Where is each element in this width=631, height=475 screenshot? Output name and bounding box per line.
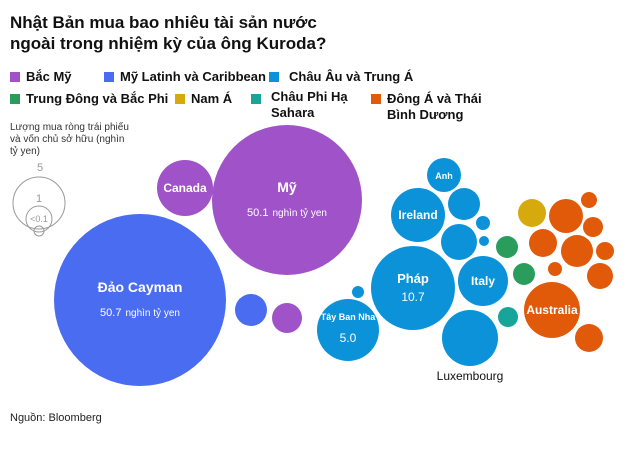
bubble <box>575 324 603 352</box>
bubble <box>587 263 613 289</box>
size-legend-title: Lượng mua ròng trái phiếu và vốn chủ sở … <box>10 122 129 157</box>
bubble-label: Mỹ <box>277 179 297 195</box>
size-legend-circle <box>25 205 53 233</box>
legend-label: Châu Phi Hạ Sahara <box>271 89 348 120</box>
bubble-australia <box>524 282 580 338</box>
bubble-value: 50.7 nghìn tỷ yen <box>100 307 180 319</box>
bubble <box>581 192 597 208</box>
size-legend-label: 5 <box>37 162 43 174</box>
bubble-label: Australia <box>526 303 578 317</box>
legend-label: Bắc Mỹ <box>26 69 72 84</box>
legend-label: Đông Á và Thái Bình Dương <box>387 91 482 122</box>
legend-label: Châu Âu và Trung Á <box>289 69 414 84</box>
bubble-label: Đảo Cayman <box>98 279 183 295</box>
bubble <box>561 235 593 267</box>
bubble-label: Canada <box>163 181 207 195</box>
bubble <box>272 303 302 333</box>
legend-europe: Châu Âu và Trung Á <box>269 69 413 85</box>
bubble-tây-ban-nha <box>317 299 379 361</box>
legend-africa: Châu Phi Hạ Sahara <box>251 89 361 121</box>
bubble <box>518 199 546 227</box>
bubble <box>496 236 518 258</box>
bubble-label: Italy <box>471 274 495 288</box>
bubble <box>596 242 614 260</box>
bubble <box>529 229 557 257</box>
bubble <box>548 262 562 276</box>
bubble-ireland <box>391 188 445 242</box>
legend-swatch <box>10 72 20 82</box>
legend-swatch <box>371 94 381 104</box>
bubble-label: Luxembourg <box>437 369 504 383</box>
bubble-mỹ <box>212 125 362 275</box>
legend-south-asia: Nam Á <box>175 91 232 107</box>
bubble <box>235 294 267 326</box>
bubble <box>513 263 535 285</box>
bubble-label: Pháp <box>397 271 429 286</box>
bubble-đảo-cayman <box>54 214 226 386</box>
bubble-label: Anh <box>435 171 453 181</box>
legend-east-asia: Đông Á và Thái Bình Dương <box>371 91 491 123</box>
bubble-italy <box>458 256 508 306</box>
chart-title: Nhật Bản mua bao nhiêu tài sản nước ngoà… <box>10 13 327 53</box>
bubble <box>549 199 583 233</box>
bubble-value: 10.7 <box>401 290 425 304</box>
bubble-pháp <box>371 246 455 330</box>
size-legend-circle <box>33 225 45 237</box>
size-legend-label: 1 <box>36 193 42 205</box>
bubble-anh <box>427 158 461 192</box>
bubble-value: 5.0 <box>340 331 357 345</box>
bubble <box>583 217 603 237</box>
bubble <box>352 286 364 298</box>
bubble-label: Ireland <box>398 208 437 222</box>
bubble <box>476 216 490 230</box>
legend-label: Nam Á <box>191 91 233 106</box>
legend-swatch <box>104 72 114 82</box>
bubble <box>479 236 489 246</box>
size-legend-label: <0.1 <box>30 214 48 224</box>
legend-swatch <box>269 72 279 82</box>
source-note: Nguồn: Bloomberg <box>10 412 102 424</box>
legend-label: Trung Đông và Bắc Phi <box>26 91 169 106</box>
bubble <box>498 307 518 327</box>
legend-swatch <box>251 94 261 104</box>
bubble <box>448 188 480 220</box>
legend-label: Mỹ Latinh và Caribbean <box>120 69 266 84</box>
size-legend-circle <box>12 176 66 230</box>
bubble-value: 50.1 nghìn tỷ yen <box>247 207 327 219</box>
bubble-canada <box>157 160 213 216</box>
legend-middle-east: Trung Đông và Bắc Phi <box>10 91 168 107</box>
legend-swatch <box>175 94 185 104</box>
bubble <box>441 224 477 260</box>
legend-north-america: Bắc Mỹ <box>10 69 72 85</box>
bubble-luxembourg <box>442 310 498 366</box>
legend-latin-america: Mỹ Latinh và Caribbean <box>104 69 266 85</box>
bubble-label: Tây Ban Nha <box>321 312 377 322</box>
legend-swatch <box>10 94 20 104</box>
